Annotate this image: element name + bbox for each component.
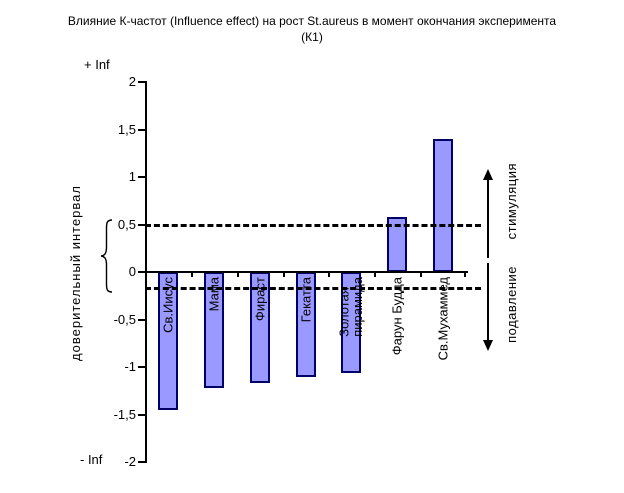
y-axis-tick bbox=[138, 461, 145, 463]
y-axis-tick bbox=[138, 271, 145, 273]
chart-title-line2: (К1) bbox=[301, 30, 323, 44]
y-axis-tick-label: -0,5 bbox=[113, 311, 136, 327]
bar-label: Золотая пирамида bbox=[336, 277, 366, 337]
x-axis-tick bbox=[374, 272, 377, 277]
y-axis-tick-label: 1,5 bbox=[117, 121, 136, 137]
x-axis-tick bbox=[236, 272, 239, 277]
stimulation-label: стимуляция bbox=[504, 163, 519, 240]
x-axis-tick bbox=[190, 272, 193, 277]
x-axis-tick bbox=[420, 272, 423, 277]
confidence-interval-label: доверительный интервал bbox=[68, 185, 83, 361]
y-axis-tick bbox=[138, 223, 145, 226]
y-axis-tick-label: -2 bbox=[124, 454, 136, 469]
bar-label: Мама bbox=[206, 277, 222, 312]
chart-title: Влияние К-частот (Influence effect) на р… bbox=[0, 13, 624, 45]
x-axis-tick bbox=[328, 272, 331, 277]
x-axis-line bbox=[145, 271, 468, 273]
bar-label: Фираст bbox=[251, 277, 267, 322]
confidence-interval-brace-icon bbox=[100, 219, 113, 293]
bar-label: Гекатта bbox=[297, 277, 313, 323]
y-axis-tick-label: 1 bbox=[128, 169, 136, 184]
x-axis-tick bbox=[464, 272, 466, 277]
y-axis-tick bbox=[138, 318, 145, 321]
x-axis-tick bbox=[282, 272, 285, 277]
reference-dashed-line bbox=[145, 287, 481, 291]
bar bbox=[295, 272, 316, 378]
suppression-arrow-down-icon bbox=[483, 340, 493, 351]
stimulation-arrow-line bbox=[487, 179, 489, 258]
y-axis-tick bbox=[138, 81, 145, 83]
bar bbox=[433, 139, 454, 272]
y-axis-minus-inf-label: - Inf bbox=[80, 452, 103, 467]
y-axis-tick bbox=[138, 176, 145, 178]
y-axis-tick-label: -1 bbox=[124, 359, 136, 374]
y-axis-tick bbox=[138, 413, 145, 416]
bar bbox=[249, 272, 270, 384]
suppression-label: подавление bbox=[504, 266, 519, 343]
y-axis-tick bbox=[138, 366, 145, 368]
x-axis-tick bbox=[145, 272, 147, 277]
bar bbox=[387, 216, 408, 272]
y-axis-tick-label: 0,5 bbox=[117, 216, 136, 232]
suppression-arrow-line bbox=[487, 263, 489, 341]
bar-label: Св.Иисус bbox=[160, 277, 176, 333]
chart-title-line1: Влияние К-частот (Influence effect) на р… bbox=[67, 14, 557, 28]
y-axis-tick-label: 0 bbox=[128, 264, 136, 279]
reference-dashed-line bbox=[145, 223, 481, 227]
y-axis-plus-inf-label: + Inf bbox=[84, 57, 110, 72]
y-axis-tick-label: -1,5 bbox=[113, 406, 136, 422]
stimulation-arrow-up-icon bbox=[483, 169, 493, 180]
y-axis-tick-label: 2 bbox=[128, 74, 136, 89]
y-axis-tick bbox=[138, 128, 145, 131]
